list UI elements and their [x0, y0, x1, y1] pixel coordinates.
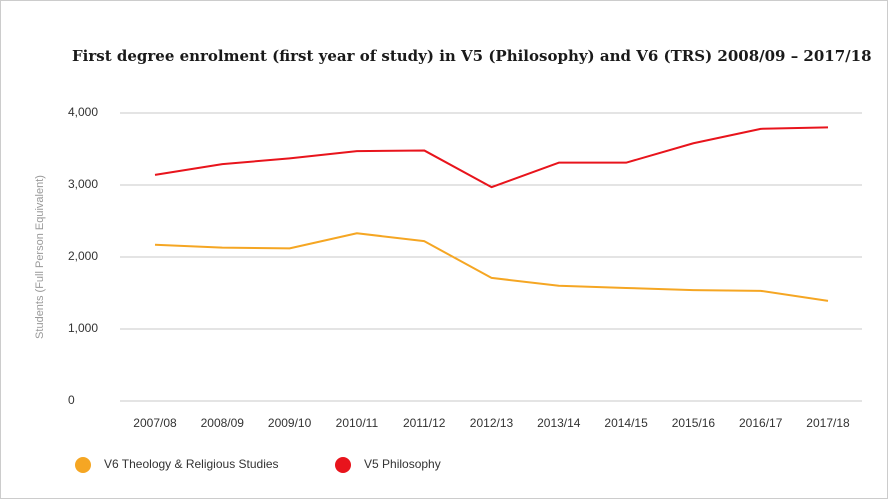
- series-line: [154, 126, 829, 189]
- x-tick-label: 2007/08: [133, 416, 177, 430]
- x-tick-label: 2012/13: [470, 416, 514, 430]
- y-tick-label: 3,000: [68, 177, 98, 191]
- series-line: [154, 232, 829, 302]
- x-tick-label: 2017/18: [806, 416, 850, 430]
- x-tick-label: 2013/14: [537, 416, 581, 430]
- x-tick-label: 2014/15: [604, 416, 648, 430]
- y-tick-label: 0: [68, 393, 75, 407]
- legend-marker: [75, 457, 91, 473]
- x-tick-label: 2008/09: [201, 416, 245, 430]
- chart-title: First degree enrolment (first year of st…: [72, 47, 872, 65]
- x-tick-label: 2010/11: [336, 416, 379, 430]
- y-axis-label: Students (Full Person Equivalent): [34, 175, 46, 339]
- x-tick-label: 2011/12: [403, 416, 446, 430]
- legend-label: V6 Theology & Religious Studies: [104, 457, 279, 471]
- x-tick-label: 2015/16: [672, 416, 716, 430]
- y-tick-label: 4,000: [68, 105, 98, 119]
- legend-label: V5 Philosophy: [364, 457, 441, 471]
- y-tick-label: 2,000: [68, 249, 98, 263]
- x-tick-label: 2016/17: [739, 416, 783, 430]
- y-tick-label: 1,000: [68, 321, 98, 335]
- legend-marker: [335, 457, 351, 473]
- x-tick-label: 2009/10: [268, 416, 312, 430]
